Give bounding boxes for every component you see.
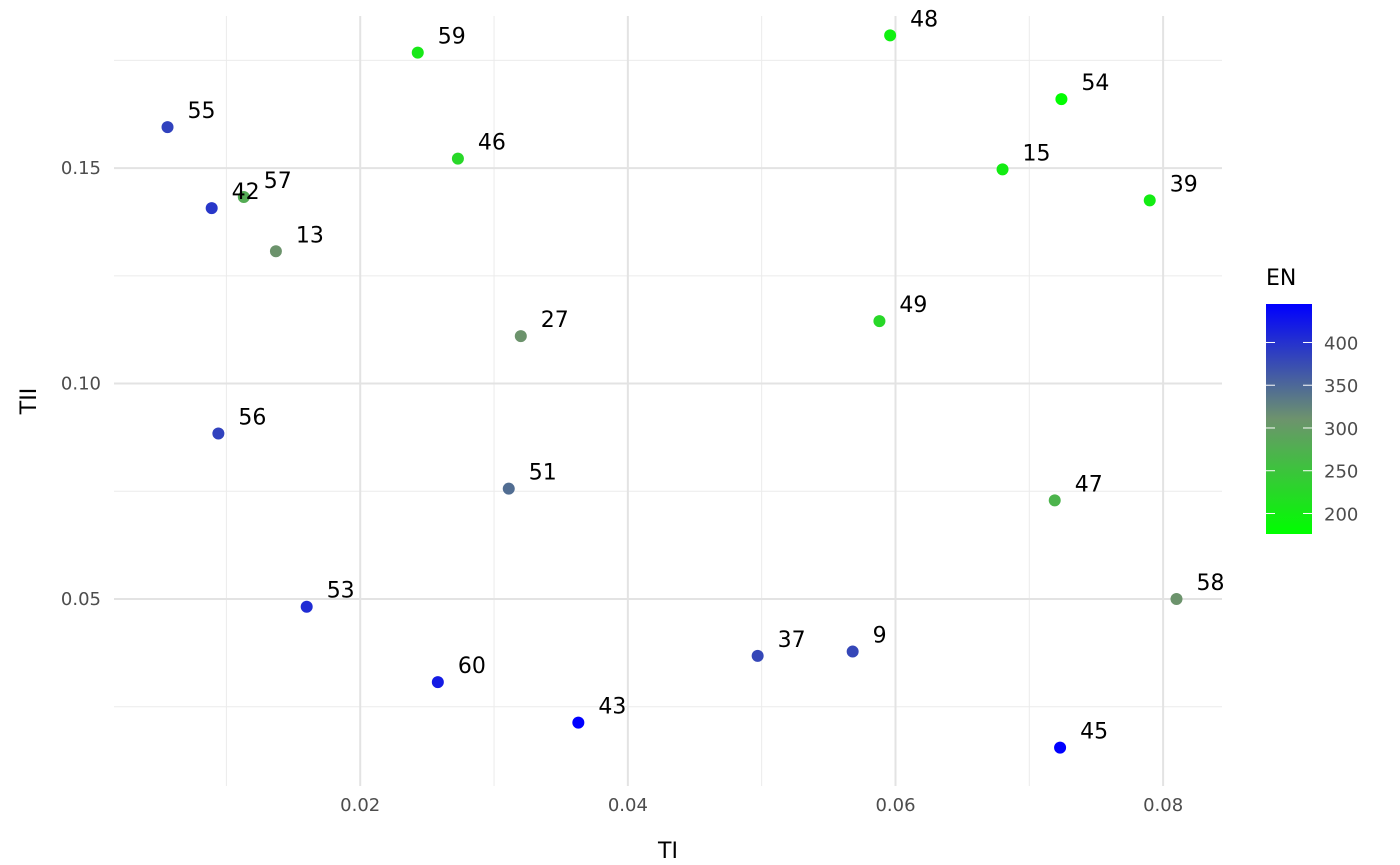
point-label-51: 51: [529, 461, 557, 486]
data-point-15: [996, 163, 1009, 176]
colorbar-tick-label: 200: [1324, 504, 1358, 525]
minor-gridlines: [114, 16, 1222, 786]
x-tick-label: 0.08: [1143, 795, 1183, 816]
data-point-55: [161, 121, 174, 134]
point-label-45: 45: [1080, 720, 1108, 745]
data-point-37: [751, 649, 764, 662]
y-tick-label: 0.10: [61, 374, 101, 395]
point-label-46: 46: [478, 131, 506, 156]
data-point-51: [502, 482, 515, 495]
colorbar: [1266, 304, 1312, 534]
point-labels: 55 59 48 54 46 15 39 42 57 13 27 49 56 51 47 58 53 37 9 60 4…: [188, 7, 1225, 744]
point-label-43: 43: [598, 695, 626, 720]
y-tick-label: 0.15: [61, 158, 101, 179]
colorbar-tick-label: 250: [1324, 462, 1358, 483]
point-label-59: 59: [438, 25, 466, 50]
colorbar-tick-label: 400: [1324, 333, 1358, 354]
point-label-27: 27: [541, 308, 569, 333]
colorbar-tick-label: 300: [1324, 419, 1358, 440]
data-point-27: [514, 330, 527, 343]
colorbar-tick-label: 350: [1324, 376, 1358, 397]
y-axis-ticks: 0.05 0.10 0.15: [61, 158, 101, 610]
y-tick-label: 0.05: [61, 589, 101, 610]
data-point-53: [300, 600, 313, 613]
data-point-13: [269, 245, 282, 258]
x-axis-ticks: 0.02 0.04 0.06 0.08: [340, 795, 1183, 816]
major-gridlines: [114, 16, 1222, 786]
point-label-54: 54: [1081, 71, 1109, 96]
point-label-49: 49: [899, 293, 927, 318]
point-label-56: 56: [238, 406, 266, 431]
data-point-47: [1048, 494, 1061, 507]
point-label-57: 57: [264, 169, 292, 194]
point-label-39: 39: [1170, 172, 1198, 197]
colorbar-ticks: 200 250 300 350 400: [1266, 333, 1358, 525]
colorbar-legend: EN 200 250 300 350 400: [1266, 266, 1358, 534]
data-point-39: [1143, 194, 1156, 207]
data-point-59: [411, 46, 424, 59]
point-label-42: 42: [232, 180, 260, 205]
data-point-57: [237, 190, 250, 203]
point-label-15: 15: [1023, 141, 1051, 166]
data-point-49: [873, 315, 886, 328]
point-label-53: 53: [327, 579, 355, 604]
data-point-58: [1170, 592, 1183, 605]
point-label-58: 58: [1197, 571, 1225, 596]
data-points: [161, 29, 1183, 754]
point-label-55: 55: [188, 99, 216, 124]
y-axis-title: TII: [17, 388, 42, 415]
x-tick-label: 0.06: [875, 795, 915, 816]
x-axis-title: TI: [657, 839, 678, 864]
x-tick-label: 0.02: [340, 795, 380, 816]
data-point-9: [846, 645, 859, 658]
point-label-9: 9: [873, 624, 887, 649]
data-point-45: [1054, 741, 1067, 754]
data-point-60: [431, 676, 444, 689]
data-point-48: [884, 29, 897, 42]
data-point-56: [212, 427, 225, 440]
data-point-46: [451, 152, 464, 165]
point-label-48: 48: [910, 7, 938, 32]
data-point-54: [1055, 93, 1068, 106]
data-point-42: [205, 202, 218, 215]
point-label-47: 47: [1075, 472, 1103, 497]
data-point-43: [572, 716, 585, 729]
point-label-60: 60: [458, 654, 486, 679]
point-label-13: 13: [296, 223, 324, 248]
point-label-37: 37: [778, 628, 806, 653]
legend-title: EN: [1266, 266, 1296, 291]
x-tick-label: 0.04: [608, 795, 648, 816]
